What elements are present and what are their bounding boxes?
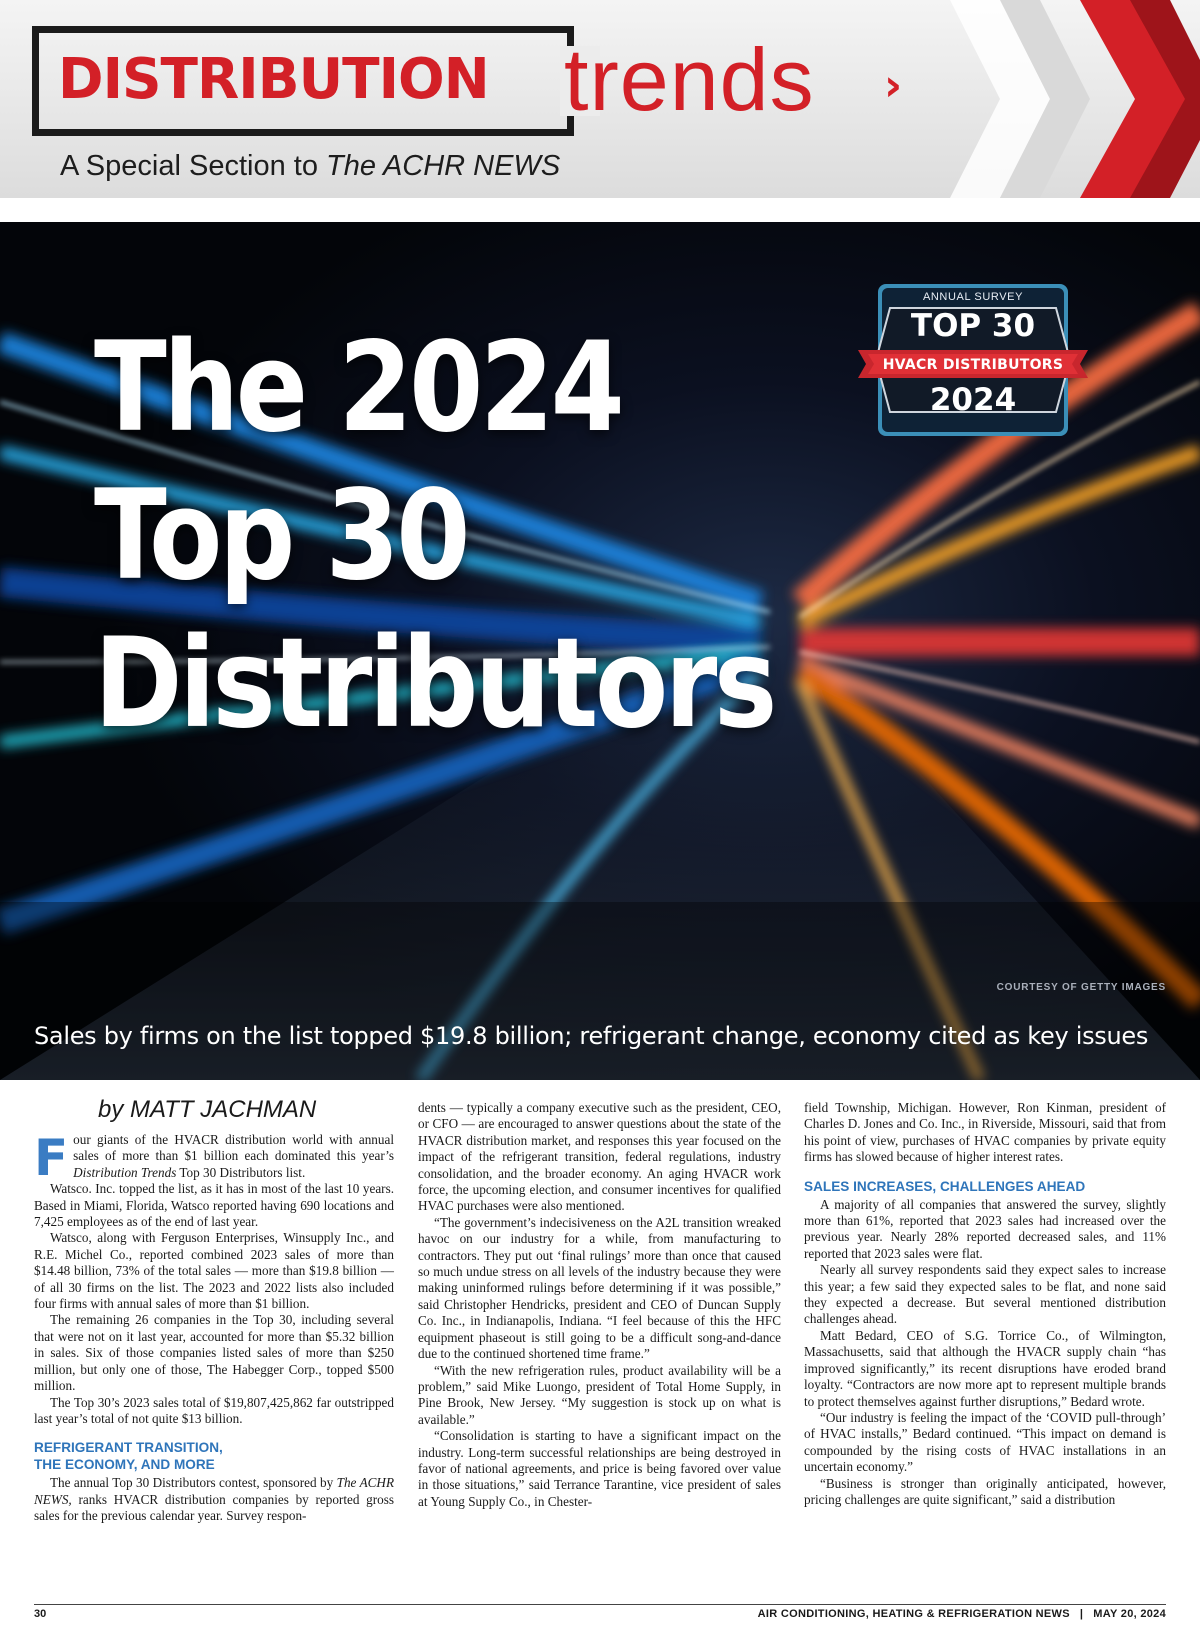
- badge-ribbon: HVACR DISTRIBUTORS: [882, 357, 1064, 373]
- footer-date: MAY 20, 2024: [1093, 1608, 1166, 1620]
- headline-line-2: Top 30: [94, 464, 471, 608]
- column-2: dents — typically a company executive su…: [418, 1100, 781, 1510]
- paragraph: “Business is stronger than originally an…: [804, 1475, 1166, 1507]
- publication-name: The ACHR NEWS,: [34, 1475, 395, 1507]
- paragraph: The Top 30’s 2023 sales total of $19,807…: [34, 1394, 394, 1426]
- headline: The 2024 Top 30 Distributors: [94, 314, 777, 758]
- decorative-chevrons-icon: [950, 0, 1200, 198]
- subhead-line: REFRIGERANT TRANSITION,: [34, 1440, 223, 1456]
- paragraph: Watsco, along with Ferguson Enterprises,…: [34, 1230, 394, 1312]
- paragraph: Watsco. Inc. topped the list, as it has …: [34, 1181, 394, 1230]
- paragraph: Nearly all survey respondents said they …: [804, 1262, 1166, 1327]
- badge-shield-icon: [858, 284, 1088, 436]
- paragraph: The remaining 26 companies in the Top 30…: [34, 1312, 394, 1394]
- logo-distribution: DISTRIBUTION: [58, 47, 490, 112]
- paragraph: A majority of all companies that answere…: [804, 1196, 1166, 1261]
- badge-year: 2024: [929, 382, 1017, 418]
- logo-trends: trends: [564, 30, 815, 129]
- tagline-prefix: A Special Section to: [60, 150, 326, 182]
- drop-cap: F: [34, 1129, 69, 1187]
- footer-rule: [34, 1604, 1166, 1605]
- footer-separator: |: [1079, 1608, 1084, 1620]
- logo-frame-gap: [560, 46, 600, 116]
- tagline-publication: The ACHR NEWS: [326, 150, 561, 182]
- page-number: 30: [34, 1608, 47, 1620]
- light-streaks-photo: [0, 222, 1200, 1080]
- paragraph: “Our industry is feeling the impact of t…: [804, 1409, 1166, 1475]
- masthead-tagline: A Special Section to The ACHR NEWS: [60, 148, 560, 184]
- subhead-line: THE ECONOMY, AND MORE: [34, 1457, 215, 1473]
- paragraph: “With the new refrigeration rules, produ…: [418, 1362, 781, 1427]
- footer-publication: AIR CONDITIONING, HEATING & REFRIGERATIO…: [758, 1608, 1166, 1620]
- headline-line-3: Distributors: [94, 612, 777, 756]
- footer-publication-name: AIR CONDITIONING, HEATING & REFRIGERATIO…: [757, 1608, 1070, 1620]
- masthead: DISTRIBUTION trends › A Special Section …: [0, 0, 1200, 198]
- paragraph: The annual Top 30 Distributors contest, …: [34, 1475, 394, 1524]
- photo-credit: COURTESY OF GETTY IMAGES: [996, 982, 1166, 993]
- paragraph-text: Top 30 Distributors list.: [176, 1164, 306, 1180]
- deck-subheadline: Sales by firms on the list topped $19.8 …: [34, 1022, 1149, 1050]
- subhead-sales-increases: SALES INCREASES, CHALLENGES AHEAD: [804, 1178, 1086, 1194]
- paragraph: field Township, Michigan. However, Ron K…: [804, 1100, 1166, 1165]
- paragraph-text: The annual Top 30 Distributors contest, …: [50, 1475, 337, 1491]
- chevron-right-icon: ›: [884, 60, 903, 111]
- badge-top-30: TOP 30: [910, 308, 1036, 344]
- badge-label: ANNUAL SURVEY: [922, 291, 1024, 303]
- publication-name: Distribution Trends: [73, 1164, 177, 1180]
- paragraph: Matt Bedard, CEO of S.G. Torrice Co., of…: [804, 1327, 1166, 1409]
- hero-banner: The 2024 Top 30 Distributors ANNUAL SURV…: [0, 222, 1200, 1080]
- byline: by MATT JACHMAN: [98, 1096, 317, 1123]
- column-3: field Township, Michigan. However, Ron K…: [804, 1100, 1166, 1508]
- paragraph: “The government’s indecisiveness on the …: [418, 1214, 781, 1362]
- paragraph: dents — typically a company executive su…: [418, 1100, 781, 1214]
- subhead-refrigerant-transition: REFRIGERANT TRANSITION, THE ECONOMY, AND …: [34, 1439, 394, 1473]
- paragraph: “Consolidation is starting to have a sig…: [418, 1428, 781, 1509]
- headline-line-1: The 2024: [94, 316, 625, 460]
- top-30-badge: ANNUAL SURVEY TOP 30 HVACR DISTRIBUTORS …: [858, 284, 1088, 436]
- paragraph-text: ranks HVACR distribution companies by re…: [34, 1491, 394, 1524]
- paragraph-text: our giants of the HVACR distribution wor…: [73, 1132, 394, 1164]
